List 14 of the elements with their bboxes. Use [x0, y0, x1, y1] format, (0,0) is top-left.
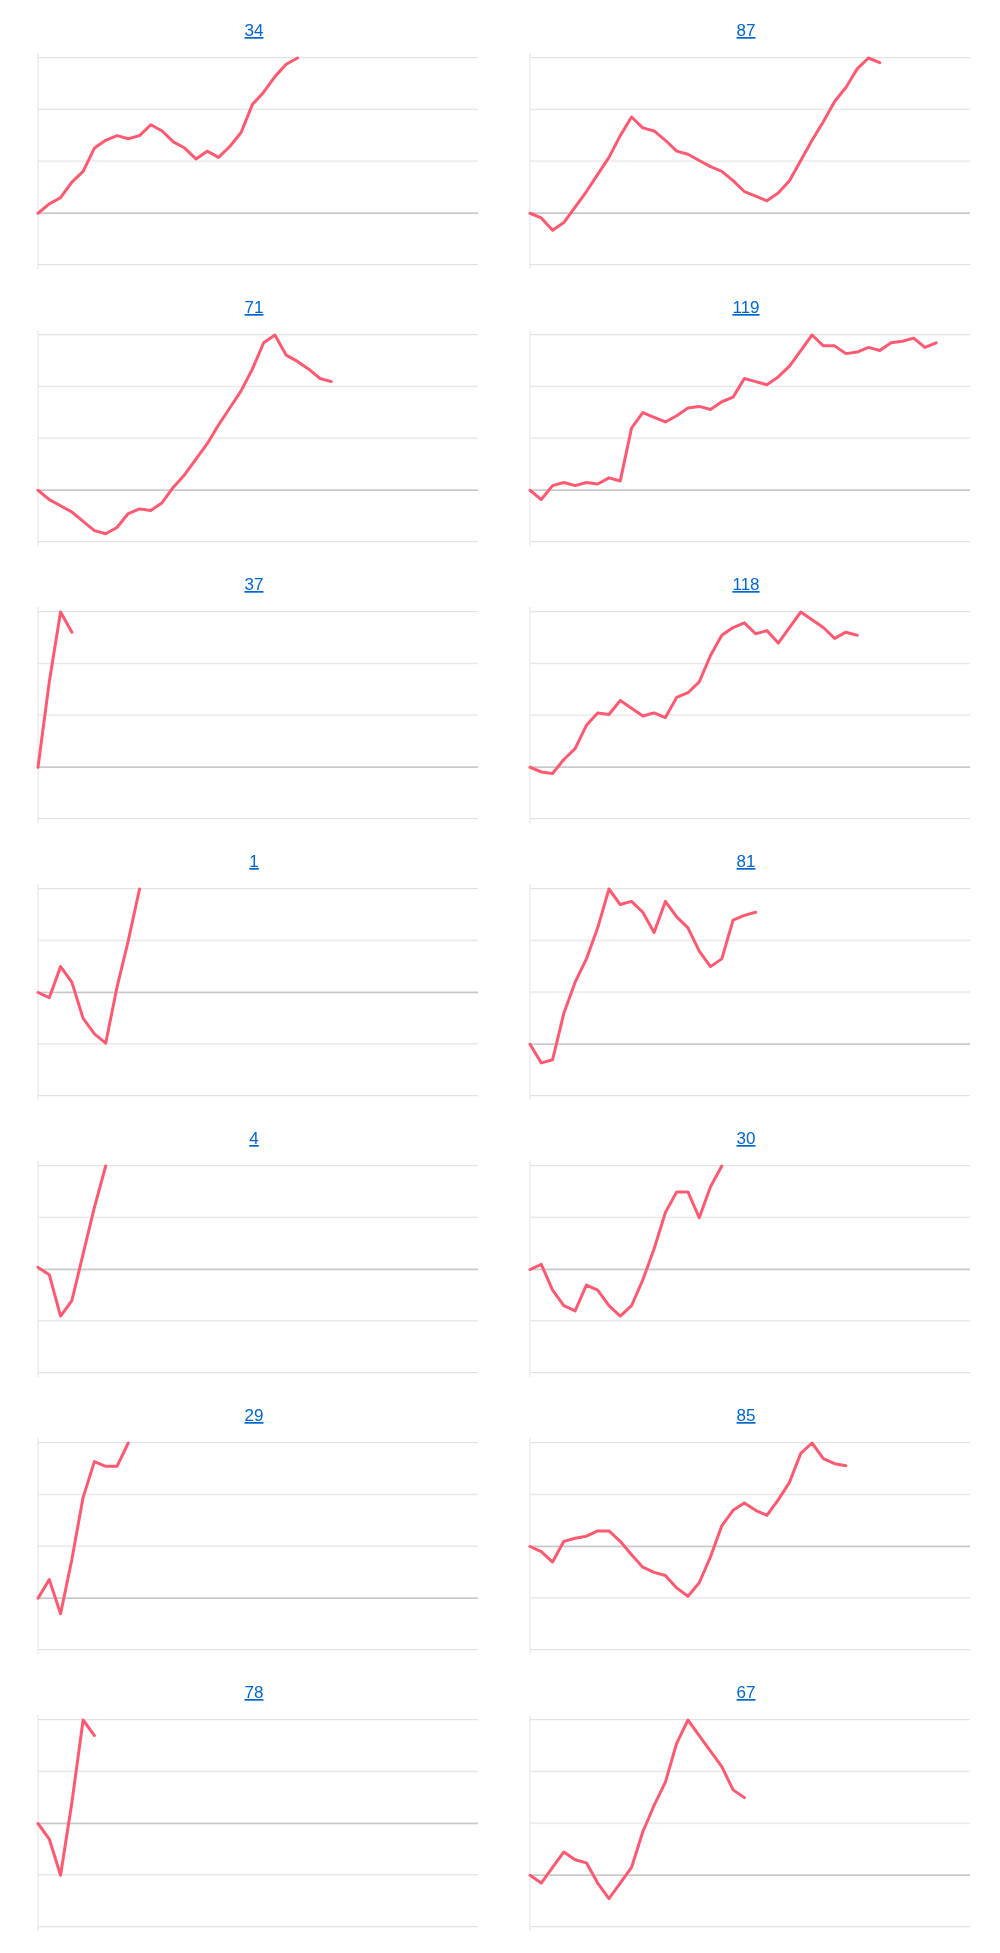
- chart-title: 78: [244, 1683, 264, 1702]
- chart-title: 81: [736, 852, 756, 871]
- chart-title: 85: [736, 1406, 756, 1425]
- chart-title: 37: [244, 575, 264, 594]
- chart-title: 87: [736, 21, 756, 40]
- chart-title: 119: [732, 298, 760, 317]
- chart-title: 118: [732, 575, 760, 594]
- chart-title: 67: [736, 1683, 756, 1702]
- chart-title: 29: [244, 1406, 264, 1425]
- chart-title: 71: [244, 298, 264, 317]
- chart-title: 30: [736, 1129, 756, 1148]
- chart-title: 34: [244, 21, 264, 40]
- chart-title: 1: [249, 852, 259, 871]
- chart-title: 4: [249, 1129, 259, 1148]
